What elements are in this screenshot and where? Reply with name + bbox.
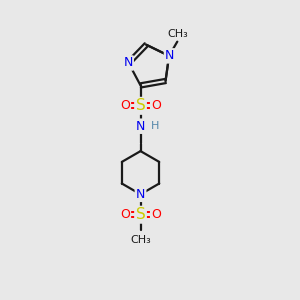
Text: N: N [136,188,145,201]
Text: N: N [123,56,133,70]
Text: O: O [120,99,130,112]
Text: CH₃: CH₃ [167,29,188,39]
Text: O: O [151,208,161,221]
Text: N: N [136,120,145,133]
Text: N: N [165,50,174,62]
Text: H: H [151,121,159,131]
Text: S: S [136,207,146,222]
Text: O: O [120,208,130,221]
Text: CH₃: CH₃ [130,235,151,245]
Text: O: O [151,99,161,112]
Text: S: S [136,98,146,113]
